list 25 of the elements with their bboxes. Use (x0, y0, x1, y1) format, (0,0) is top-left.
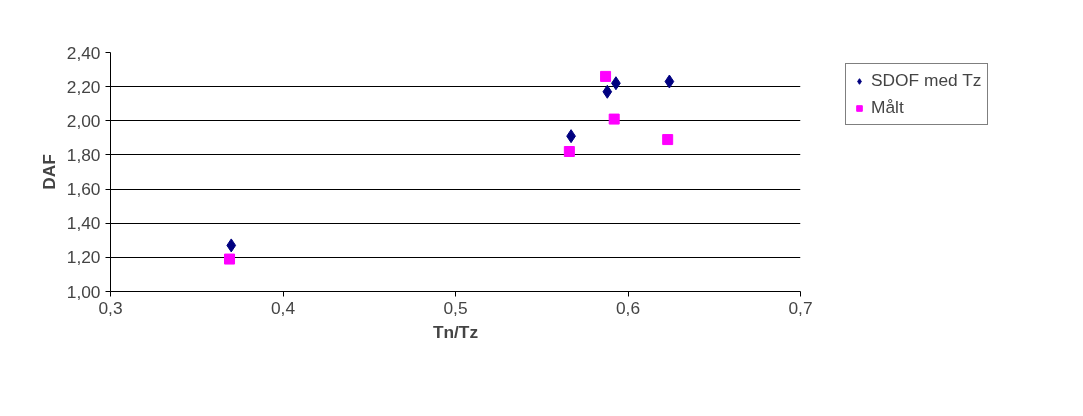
point (600, 70, 612, 82)
point (608, 113, 620, 125)
legend-label: SDOF med Tz (871, 70, 982, 91)
y-tick-label: 2,40 (66, 42, 101, 63)
x-tick-label: 0,5 (443, 297, 468, 318)
y-axis-title: DAF (38, 154, 59, 190)
point (662, 134, 674, 146)
x-tick-label: 0,3 (98, 297, 123, 318)
y-tick-label: 1,80 (66, 144, 101, 165)
point (563, 146, 575, 158)
legend-label: Målt (871, 97, 904, 118)
y-tick-label: 1,40 (66, 213, 101, 234)
y-tick-label: 2,20 (66, 76, 101, 97)
point (226, 238, 237, 253)
point (602, 84, 613, 99)
point (224, 253, 236, 265)
y-tick-label: 1,60 (66, 179, 101, 200)
y-tick-label: 1,00 (66, 281, 101, 302)
x-axis-title: Tn/Tz (432, 321, 479, 342)
x-tick-label: 0,7 (788, 297, 813, 318)
x-tick-label: 0,6 (615, 297, 641, 318)
y-tick-label: 1,20 (66, 247, 101, 268)
point (664, 74, 675, 89)
x-tick-label: 0,4 (270, 297, 296, 318)
y-tick-label: 2,00 (66, 110, 101, 131)
